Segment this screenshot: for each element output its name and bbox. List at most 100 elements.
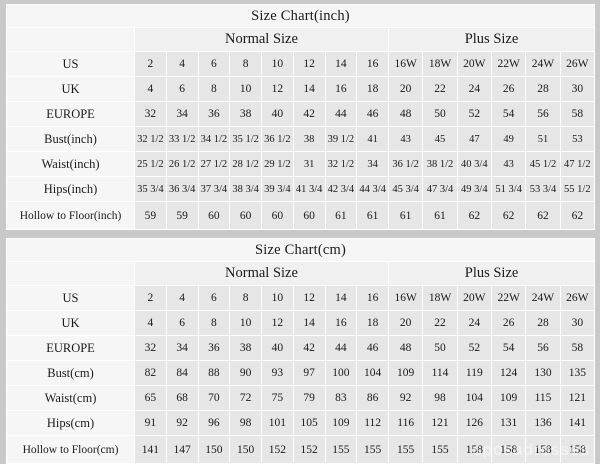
table-cell: 48 <box>387 101 424 127</box>
table-cell: 30 <box>559 310 596 336</box>
table-cell: 60 <box>197 201 231 230</box>
row-label: Waist(cm) <box>6 385 135 411</box>
table-cell: 22W <box>490 285 527 311</box>
table-cell: 121 <box>422 410 458 436</box>
table-cell: 48 <box>387 335 424 361</box>
table-cell: 84 <box>165 360 199 386</box>
table-cell: 26 <box>490 310 527 336</box>
table-cell: 105 <box>292 410 326 436</box>
table-cell: 16 <box>324 76 358 102</box>
table-cell: 158 <box>525 435 561 464</box>
table-row: Bust(cm) 82 84 88 90 93 97 100 104 109 114 119 124 13… <box>6 360 596 386</box>
table-title: Size Chart(inch) <box>6 4 595 28</box>
table-row: EUROPE 32 34 36 38 40 42 44 46 48 50 52 54 56 58 <box>6 101 596 127</box>
table-cell: 38 3/4 <box>229 176 262 202</box>
table-cell: 20W <box>456 285 492 311</box>
table-cell: 65 <box>134 385 167 411</box>
table-cell: 121 <box>559 385 596 411</box>
table-cell: 86 <box>356 385 389 411</box>
table-cell: 44 3/4 <box>356 176 389 202</box>
table-cell: 93 <box>261 360 294 386</box>
table-cell: 42 <box>292 335 326 361</box>
table-cell: 147 <box>165 435 199 464</box>
table-row: Hollow to Floor(inch) 59 59 60 60 60 60 61 61 61 6… <box>6 201 596 230</box>
row-label: UK <box>6 310 135 336</box>
row-label: US <box>6 51 135 77</box>
table-cell: 109 <box>490 385 527 411</box>
table-row: Bust(inch) 32 1/2 33 1/2 34 1/2 35 1/2 36 1/2… <box>6 126 596 152</box>
table-cell: 83 <box>324 385 358 411</box>
table-cell: 38 <box>229 101 262 127</box>
table-cell: 6 <box>165 76 199 102</box>
table-cell: 75 <box>261 385 294 411</box>
table-cell: 28 1/2 <box>229 151 262 177</box>
table-cell: 10 <box>229 310 262 336</box>
table-cell: 4 <box>165 285 199 311</box>
table-cell: 8 <box>229 51 262 77</box>
table-cell: 16 <box>356 51 389 77</box>
row-label: US <box>6 285 135 311</box>
table-cell: 40 3/4 <box>456 151 492 177</box>
table-cell: 38 <box>229 335 262 361</box>
table-cell: 60 <box>292 201 326 230</box>
table-row: Hollow to Floor(cm) 141 147 150 150 152 152 155… <box>6 435 596 464</box>
table-cell: 36 1/2 <box>261 126 294 152</box>
table-cell: 40 <box>261 335 294 361</box>
table-cell: 82 <box>134 360 167 386</box>
title-row: Size Chart(cm) <box>5 238 596 262</box>
table-cell: 34 <box>356 151 389 177</box>
table-cell: 35 3/4 <box>134 176 167 202</box>
table-cell: 62 <box>525 201 561 230</box>
table-cell: 2 <box>134 285 167 311</box>
table-cell: 28 <box>525 76 561 102</box>
table-cell: 53 3/4 <box>525 176 561 202</box>
table-cell: 68 <box>165 385 199 411</box>
table-cell: 55 1/2 <box>559 176 596 202</box>
group-header-normal-size: Normal Size <box>134 261 389 286</box>
table-row: Hips(cm) 91 92 96 98 101 105 109 112 116 121 126 131… <box>6 410 596 436</box>
table-cell: 24W <box>525 51 561 77</box>
table-cell: 150 <box>229 435 262 464</box>
table-row: EUROPE 32 34 36 38 40 42 44 46 48 50 52 54 56 58 <box>6 335 596 361</box>
table-cell: 72 <box>229 385 262 411</box>
row-label: Bust(cm) <box>6 360 135 386</box>
row-label: Hips(inch) <box>6 176 135 202</box>
table-cell: 51 <box>525 126 561 152</box>
table-cell: 40 <box>261 101 294 127</box>
group-header-row: Normal Size Plus Size <box>6 261 596 286</box>
table-cell: 32 1/2 <box>324 151 358 177</box>
row-label: EUROPE <box>6 335 135 361</box>
table-cell: 45 <box>422 126 458 152</box>
table-cell: 18 <box>356 76 389 102</box>
table-cell: 152 <box>292 435 326 464</box>
table-cell: 32 1/2 <box>134 126 167 152</box>
table-cell: 62 <box>490 201 527 230</box>
group-header-blank <box>6 261 135 286</box>
table-cell: 36 <box>197 335 231 361</box>
table-cell: 104 <box>456 385 492 411</box>
table-cell: 46 <box>356 335 389 361</box>
table-cell: 52 <box>456 101 492 127</box>
table-cell: 152 <box>261 435 294 464</box>
table-cell: 6 <box>197 285 231 311</box>
table-row: Waist(inch) 25 1/2 26 1/2 27 1/2 28 1/2 29 1/… <box>6 151 596 177</box>
table-cell: 101 <box>261 410 294 436</box>
table-cell: 30 <box>559 76 596 102</box>
row-label: UK <box>6 76 135 102</box>
row-label: EUROPE <box>6 101 135 127</box>
table-cell: 60 <box>261 201 294 230</box>
table-cell: 119 <box>456 360 492 386</box>
table-cell: 59 <box>134 201 167 230</box>
table-cell: 45 3/4 <box>387 176 424 202</box>
table-cell: 90 <box>229 360 262 386</box>
table-cell: 141 <box>134 435 167 464</box>
table-row: US 2 4 6 8 10 12 14 16 16W 18W 20W 22W 24W 26W <box>6 51 596 77</box>
table-row: US 2 4 6 8 10 12 14 16 16W 18W 20W 22W 24W 26W <box>6 285 596 311</box>
table-cell: 79 <box>292 385 326 411</box>
table-cell: 114 <box>422 360 458 386</box>
table-cell: 45 1/2 <box>525 151 561 177</box>
table-cell: 16W <box>387 51 424 77</box>
table-cell: 92 <box>165 410 199 436</box>
table-cell: 115 <box>525 385 561 411</box>
table-cell: 43 <box>387 126 424 152</box>
